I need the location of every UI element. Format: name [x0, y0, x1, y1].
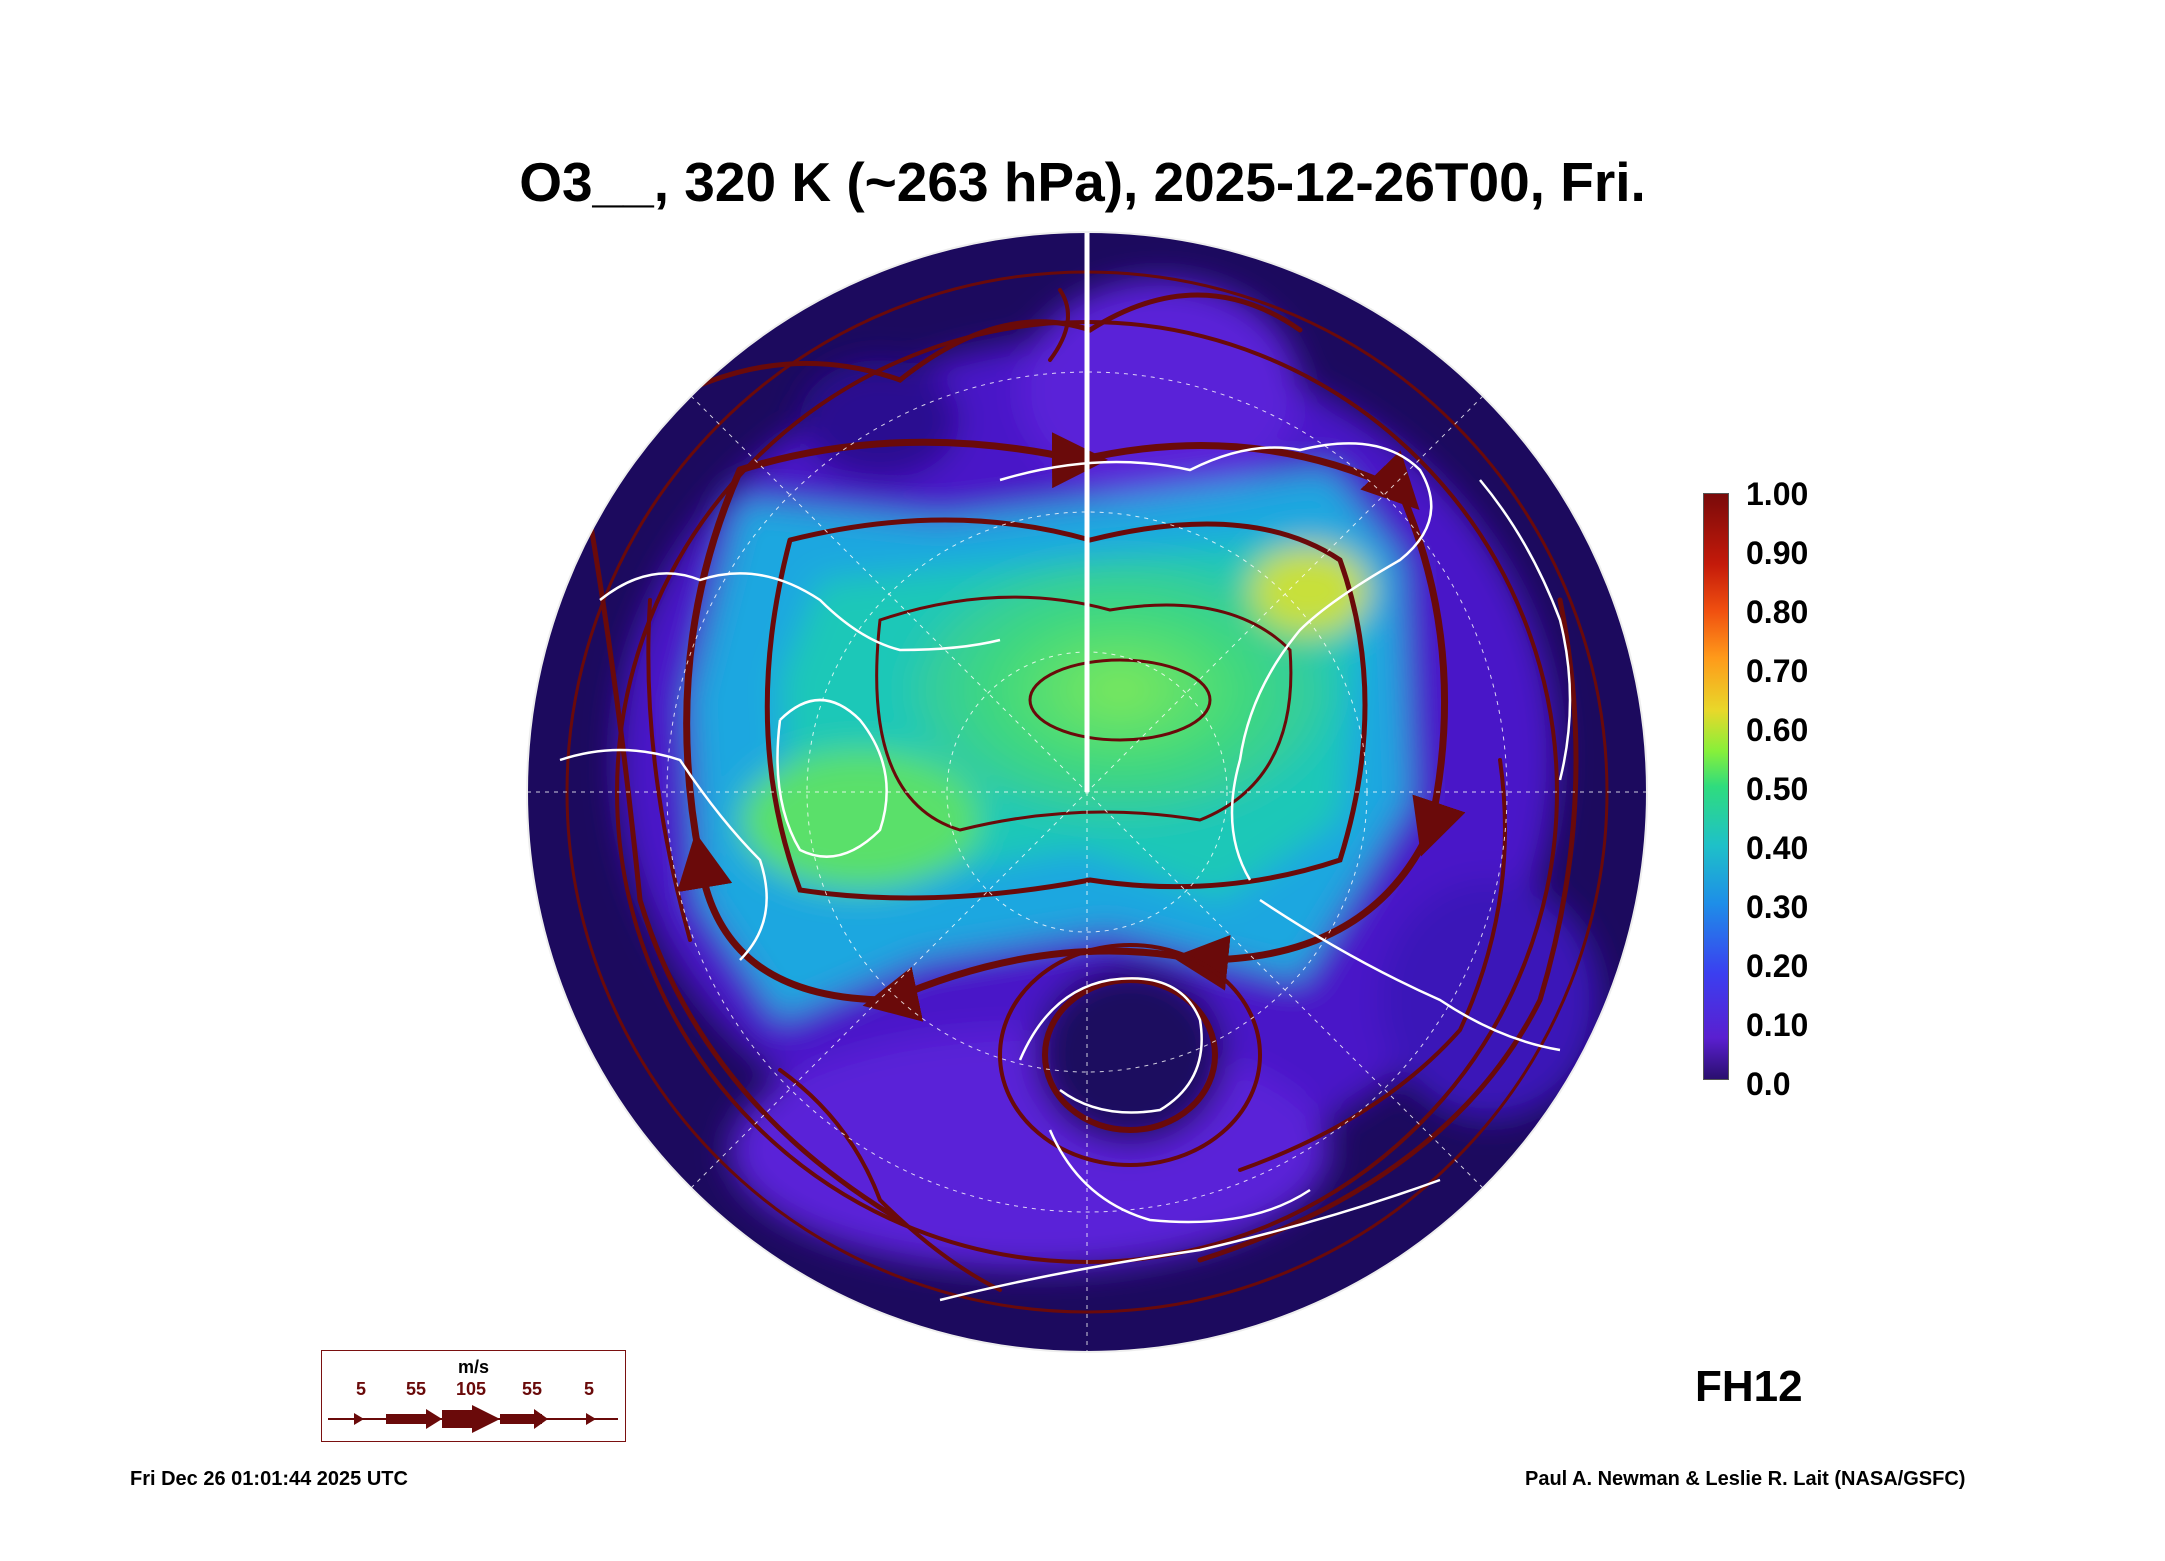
generation-timestamp: Fri Dec 26 01:01:44 2025 UTC: [130, 1468, 408, 1490]
forecast-hour-label: FH12: [1695, 1362, 1803, 1411]
colorbar-label: 0.70: [1746, 653, 1809, 689]
colorbar-label: 0.0: [1746, 1066, 1791, 1102]
wind-speed-label: 5: [356, 1379, 367, 1399]
wind-speed-label: 5: [584, 1379, 595, 1399]
colorbar-label: 0.90: [1746, 535, 1809, 571]
colorbar-label: 1.00: [1746, 476, 1809, 512]
plot-title: O3__, 320 K (~263 hPa), 2025-12-26T00, F…: [519, 151, 1646, 213]
colorbar: [1703, 493, 1729, 1080]
wind-units-label: m/s: [457, 1357, 490, 1377]
wind-speed-label: 105: [456, 1379, 487, 1399]
coastlines: [559, 442, 1572, 1302]
colorbar-label: 0.60: [1746, 712, 1809, 748]
wind-speed-label: 55: [522, 1379, 543, 1399]
credit-text: Paul A. Newman & Leslie R. Lait (NASA/GS…: [1525, 1468, 1966, 1490]
colorbar-label: 0.40: [1746, 830, 1809, 866]
colorbar-label: 0.80: [1746, 594, 1809, 630]
wind-arrow-scale: [328, 1405, 618, 1433]
colorbar-label: 0.50: [1746, 771, 1809, 807]
colorbar-label: 0.10: [1746, 1007, 1809, 1043]
colorbar-label: 0.20: [1746, 948, 1809, 984]
map-border: [526, 231, 1648, 1353]
wind-speed-label: 55: [406, 1379, 427, 1399]
colorbar-label: 0.30: [1746, 889, 1809, 925]
wind-speed-legend: m/s 5 55 105 55 5: [321, 1350, 626, 1442]
